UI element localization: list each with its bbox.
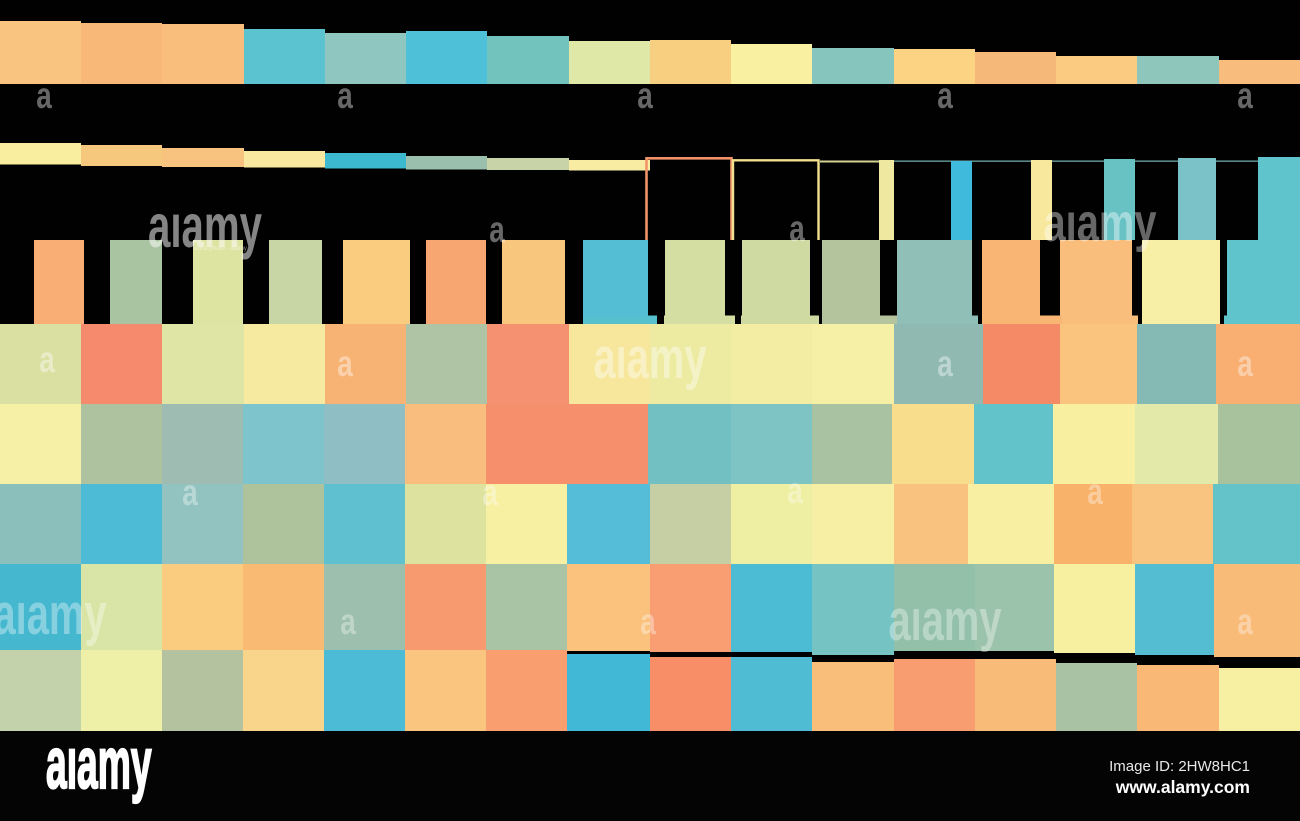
svg-text:a: a xyxy=(1237,343,1253,384)
svg-text:a: a xyxy=(937,343,953,384)
svg-text:a: a xyxy=(1237,601,1253,642)
svg-text:a: a xyxy=(337,75,353,116)
svg-text:a: a xyxy=(482,472,498,513)
svg-text:a: a xyxy=(1087,471,1103,512)
svg-text:aıamy: aıamy xyxy=(46,723,152,803)
svg-text:aıamy: aıamy xyxy=(148,192,262,260)
svg-text:a: a xyxy=(337,343,353,384)
svg-text:stock photo - alamy: stock photo - alamy xyxy=(193,245,248,252)
svg-text:a: a xyxy=(39,339,55,380)
svg-text:a: a xyxy=(1237,75,1253,116)
svg-text:aıamy: aıamy xyxy=(889,588,1002,653)
svg-text:aıamy: aıamy xyxy=(1044,193,1157,253)
svg-text:aıamy: aıamy xyxy=(0,582,107,647)
svg-text:a: a xyxy=(789,208,805,249)
svg-text:a: a xyxy=(36,75,52,116)
svg-text:aıamy: aıamy xyxy=(594,326,707,391)
svg-text:Image ID: 2HW8HC1: Image ID: 2HW8HC1 xyxy=(1109,758,1250,775)
svg-text:a: a xyxy=(182,472,198,513)
svg-text:a: a xyxy=(489,209,505,250)
svg-text:a: a xyxy=(937,75,953,116)
svg-text:a: a xyxy=(787,470,803,511)
svg-text:a: a xyxy=(637,75,653,116)
svg-text:www.alamy.com: www.alamy.com xyxy=(1115,777,1250,797)
svg-text:a: a xyxy=(340,601,356,642)
svg-text:a: a xyxy=(640,601,656,642)
